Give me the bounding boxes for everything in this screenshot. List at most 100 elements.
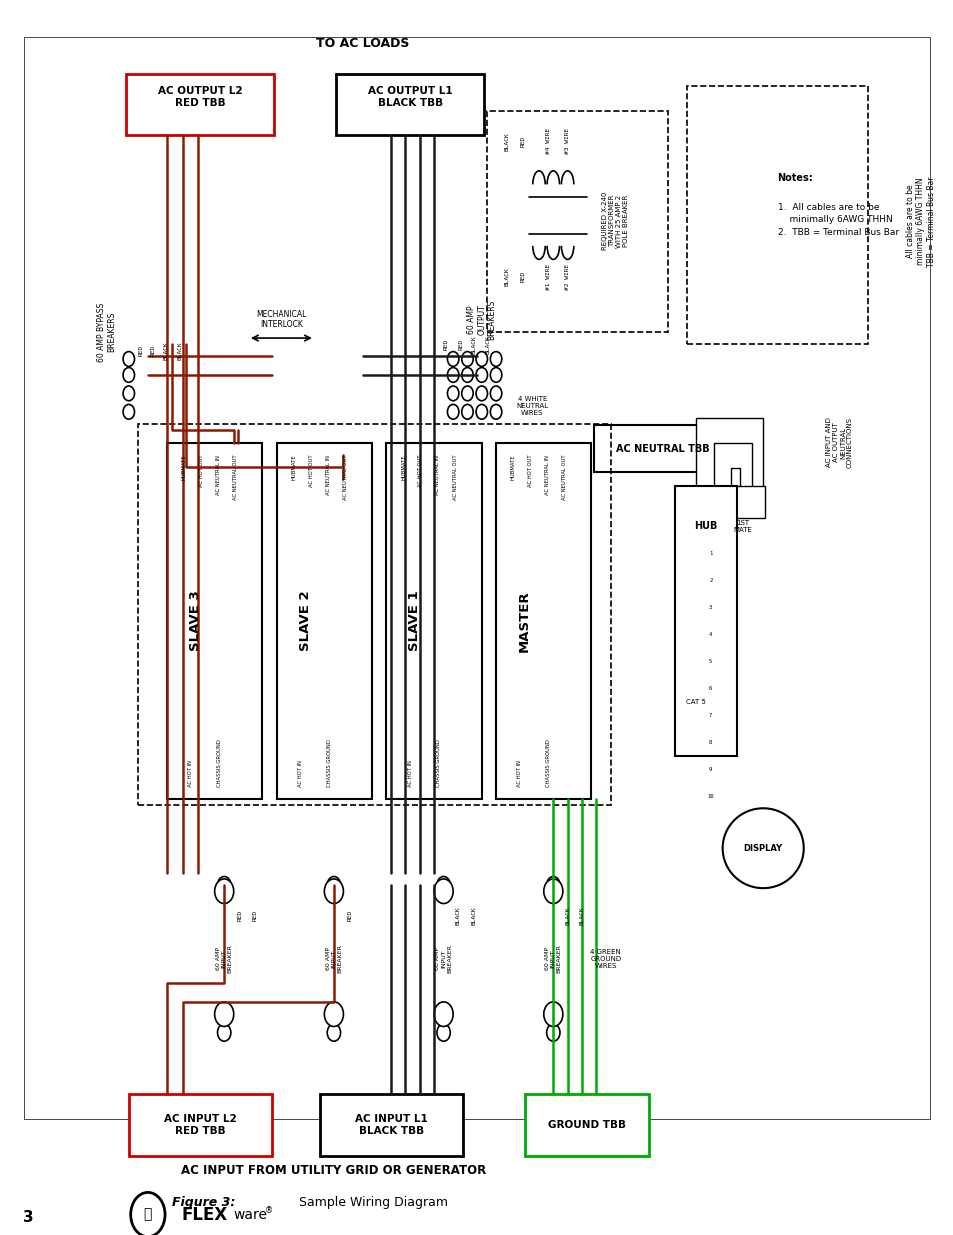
Text: Sample Wiring Diagram: Sample Wiring Diagram	[291, 1195, 448, 1209]
Text: HUBMATE: HUBMATE	[181, 454, 187, 480]
Text: 7: 7	[708, 713, 712, 718]
Text: 60 AMP BYPASS
BREAKERS: 60 AMP BYPASS BREAKERS	[97, 303, 116, 362]
Text: BLACK: BLACK	[471, 335, 476, 353]
Text: GROUND TBB: GROUND TBB	[547, 1120, 625, 1130]
Text: AC OUTPUT L1
BLACK TBB: AC OUTPUT L1 BLACK TBB	[368, 86, 452, 107]
Text: AC INPUT FROM UTILITY GRID OR GENERATOR: AC INPUT FROM UTILITY GRID OR GENERATOR	[181, 1163, 486, 1177]
Circle shape	[434, 879, 453, 904]
Circle shape	[543, 879, 562, 904]
Text: #3 WIRE: #3 WIRE	[564, 128, 570, 154]
Text: AC HOT IN: AC HOT IN	[188, 760, 193, 787]
Text: AC NEUTRAL IN: AC NEUTRAL IN	[544, 454, 550, 495]
Text: AC HOT OUT: AC HOT OUT	[308, 454, 314, 488]
Ellipse shape	[722, 808, 802, 888]
Text: HUBMATE: HUBMATE	[400, 454, 406, 480]
Text: AC HOT OUT: AC HOT OUT	[527, 454, 533, 488]
Text: ®: ®	[265, 1207, 274, 1215]
Text: HUB: HUB	[694, 521, 717, 531]
Text: ware: ware	[233, 1208, 268, 1221]
Text: 60 AMP
INPUT
BREAKER: 60 AMP INPUT BREAKER	[215, 945, 233, 973]
Text: SLAVE 2: SLAVE 2	[298, 590, 312, 651]
Text: BLACK: BLACK	[163, 341, 169, 359]
Text: 1ST
MATE: 1ST MATE	[733, 520, 752, 532]
Circle shape	[447, 352, 458, 367]
Bar	[335, 74, 483, 135]
Text: #4 WIRE: #4 WIRE	[545, 128, 551, 154]
Bar	[319, 1094, 462, 1156]
Text: 4: 4	[708, 632, 712, 637]
Bar	[276, 442, 372, 799]
Bar	[486, 111, 667, 332]
Circle shape	[546, 877, 559, 894]
Text: DISPLAY: DISPLAY	[742, 844, 782, 852]
Text: RED: RED	[457, 338, 463, 350]
Bar	[728, 490, 747, 493]
Text: 3: 3	[23, 1209, 34, 1224]
Bar	[126, 74, 274, 135]
Text: REQUIRED X-240
TRANSFORMER
WITH 25 AMP 2
POLE BREAKER: REQUIRED X-240 TRANSFORMER WITH 25 AMP 2…	[601, 193, 628, 251]
Text: AC NEUTRAL IN: AC NEUTRAL IN	[325, 454, 331, 495]
Bar	[496, 442, 591, 799]
Text: BLACK: BLACK	[485, 335, 491, 353]
Text: SLAVE 1: SLAVE 1	[408, 590, 421, 651]
Circle shape	[490, 387, 501, 400]
Text: BLACK: BLACK	[471, 906, 476, 925]
Text: AC HOT IN: AC HOT IN	[517, 760, 522, 787]
Circle shape	[490, 368, 501, 383]
Circle shape	[461, 404, 473, 419]
Text: BLACK: BLACK	[503, 132, 509, 151]
Text: 60 AMP
INPUT
BREAKER: 60 AMP INPUT BREAKER	[325, 945, 342, 973]
Text: AC NEUTRAL OUT: AC NEUTRAL OUT	[561, 454, 567, 500]
Text: 9: 9	[708, 767, 712, 772]
Text: AC INPUT L2
RED TBB: AC INPUT L2 RED TBB	[164, 1114, 236, 1136]
Text: AC INPUT L1
BLACK TBB: AC INPUT L1 BLACK TBB	[355, 1114, 427, 1136]
Text: BLACK: BLACK	[564, 906, 570, 925]
Text: AC NEUTRAL OUT: AC NEUTRAL OUT	[233, 454, 238, 500]
Text: RED: RED	[443, 338, 449, 350]
Text: AC HOT IN: AC HOT IN	[297, 760, 303, 787]
Text: RED: RED	[138, 345, 144, 356]
Text: 10: 10	[707, 794, 713, 799]
Text: BLACK: BLACK	[503, 267, 509, 287]
Circle shape	[217, 877, 231, 894]
Text: RED: RED	[519, 136, 525, 147]
Text: BLACK: BLACK	[455, 906, 460, 925]
Text: CHASSIS GROUND: CHASSIS GROUND	[545, 739, 551, 787]
Circle shape	[476, 404, 487, 419]
Bar	[717, 487, 764, 519]
Text: AC INPUT AND
AC OUTPUT
NEUTRAL
CONNECTIONS: AC INPUT AND AC OUTPUT NEUTRAL CONNECTIO…	[825, 417, 852, 468]
Text: 3: 3	[708, 605, 712, 610]
Circle shape	[436, 1024, 450, 1041]
Bar	[167, 442, 262, 799]
Circle shape	[461, 352, 473, 367]
Circle shape	[447, 404, 458, 419]
Bar	[674, 485, 736, 756]
Circle shape	[324, 879, 343, 904]
Text: 6: 6	[708, 685, 712, 690]
Bar	[686, 86, 867, 345]
Text: RED: RED	[151, 345, 156, 356]
Circle shape	[217, 1024, 231, 1041]
Bar	[593, 425, 732, 472]
Circle shape	[461, 368, 473, 383]
Circle shape	[476, 352, 487, 367]
Text: Ⓕ: Ⓕ	[144, 1208, 152, 1221]
Text: 60 AMP
INPUT
BREAKER: 60 AMP INPUT BREAKER	[544, 945, 561, 973]
Text: 60 AMP
INPUT
BREAKER: 60 AMP INPUT BREAKER	[435, 945, 452, 973]
Circle shape	[434, 1002, 453, 1026]
Text: RED: RED	[237, 910, 243, 921]
Circle shape	[214, 879, 233, 904]
Text: SLAVE 3: SLAVE 3	[189, 590, 202, 651]
Text: AC HOT OUT: AC HOT OUT	[198, 454, 204, 488]
Circle shape	[214, 1002, 233, 1026]
Text: 2: 2	[708, 578, 712, 583]
Text: 1: 1	[708, 551, 712, 556]
Text: AC NEUTRAL IN: AC NEUTRAL IN	[215, 454, 221, 495]
Circle shape	[324, 1002, 343, 1026]
Text: RED: RED	[519, 270, 525, 283]
Text: CHASSIS GROUND: CHASSIS GROUND	[436, 739, 441, 787]
Text: HUBMATE: HUBMATE	[291, 454, 296, 480]
Circle shape	[476, 387, 487, 400]
Text: 4 GREEN
GROUND
WIRES: 4 GREEN GROUND WIRES	[590, 948, 620, 968]
Circle shape	[327, 877, 340, 894]
